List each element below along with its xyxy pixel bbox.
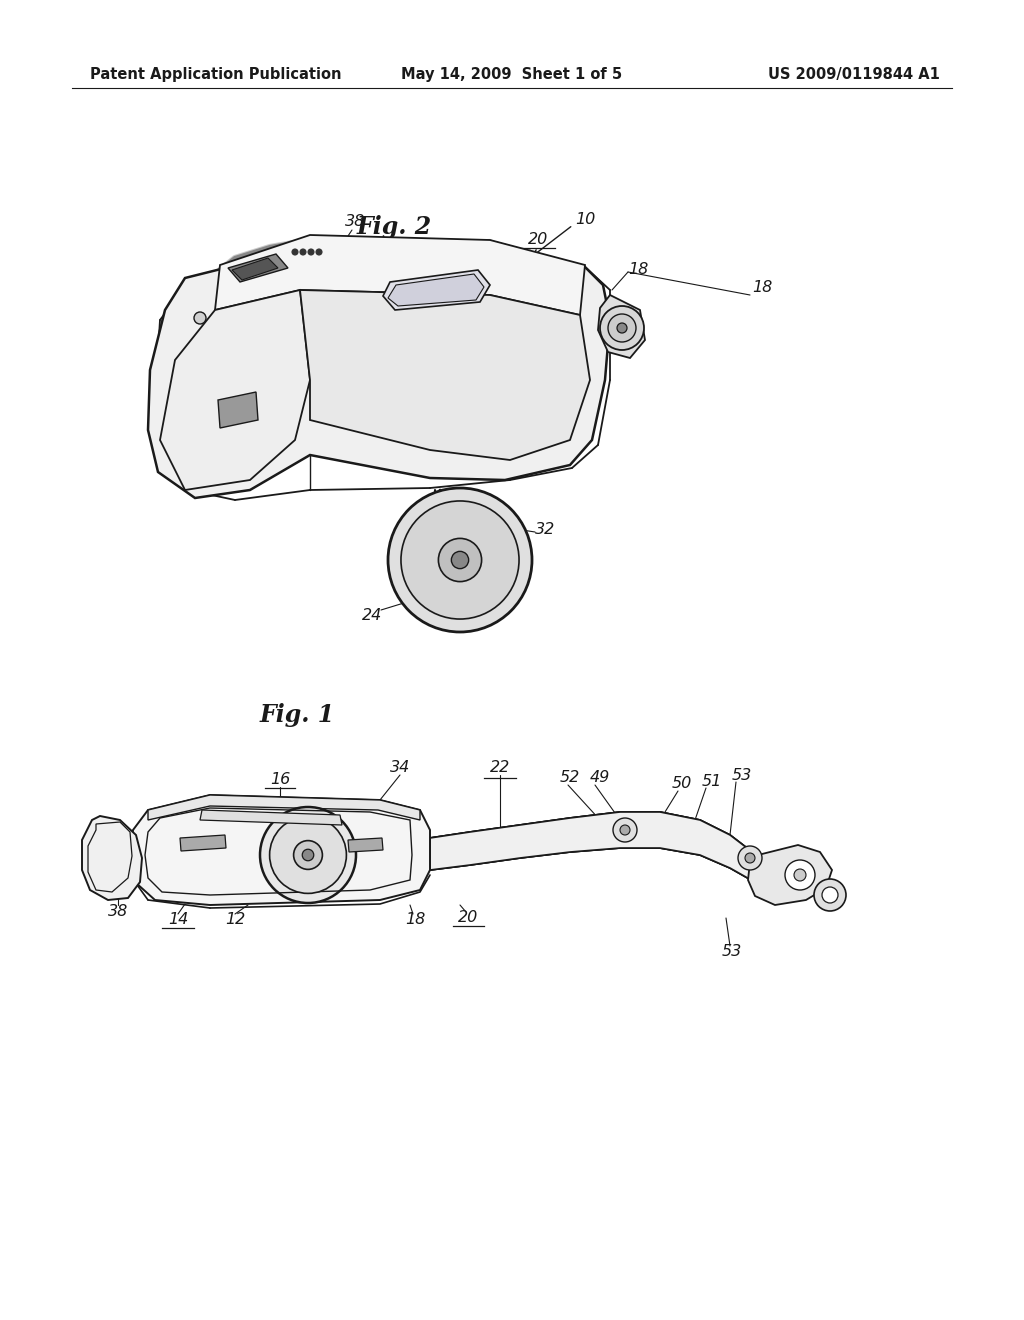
- Circle shape: [226, 265, 229, 268]
- Polygon shape: [82, 816, 142, 900]
- Polygon shape: [130, 795, 430, 906]
- Text: 46: 46: [158, 412, 178, 428]
- Text: 12: 12: [225, 912, 245, 928]
- Text: 10: 10: [574, 213, 595, 227]
- Text: 38: 38: [108, 904, 128, 920]
- Circle shape: [300, 249, 306, 255]
- Text: May 14, 2009  Sheet 1 of 5: May 14, 2009 Sheet 1 of 5: [401, 67, 623, 82]
- Circle shape: [302, 849, 313, 861]
- Circle shape: [476, 244, 479, 247]
- Circle shape: [294, 841, 323, 870]
- Circle shape: [814, 879, 846, 911]
- Circle shape: [403, 243, 407, 246]
- Polygon shape: [228, 253, 288, 282]
- Circle shape: [426, 244, 429, 247]
- Text: 50: 50: [672, 776, 692, 792]
- Text: 20: 20: [458, 911, 478, 925]
- Text: 18: 18: [404, 912, 425, 928]
- Circle shape: [613, 818, 637, 842]
- Text: Fig. 1: Fig. 1: [259, 704, 335, 727]
- Text: 49: 49: [590, 771, 610, 785]
- Circle shape: [451, 244, 454, 248]
- Text: 24: 24: [361, 607, 382, 623]
- Polygon shape: [215, 235, 585, 315]
- Polygon shape: [348, 838, 383, 851]
- Circle shape: [794, 869, 806, 880]
- Circle shape: [785, 861, 815, 890]
- Circle shape: [745, 853, 755, 863]
- Text: Patent Application Publication: Patent Application Publication: [90, 67, 341, 82]
- Circle shape: [620, 825, 630, 836]
- Text: 51: 51: [701, 775, 722, 789]
- Text: 18: 18: [752, 281, 772, 296]
- Circle shape: [346, 240, 349, 243]
- Circle shape: [292, 249, 298, 255]
- Circle shape: [369, 242, 372, 244]
- Text: 53: 53: [732, 767, 752, 783]
- Text: 53: 53: [722, 945, 742, 960]
- Text: US 2009/0119844 A1: US 2009/0119844 A1: [768, 67, 940, 82]
- Circle shape: [608, 314, 636, 342]
- Polygon shape: [430, 812, 780, 900]
- Circle shape: [822, 887, 838, 903]
- Text: 22: 22: [489, 760, 510, 776]
- Circle shape: [401, 502, 519, 619]
- Polygon shape: [748, 845, 831, 906]
- Polygon shape: [383, 271, 490, 310]
- Circle shape: [194, 312, 206, 323]
- Circle shape: [617, 323, 627, 333]
- Polygon shape: [148, 238, 610, 498]
- Text: 18: 18: [628, 263, 648, 277]
- Circle shape: [600, 306, 644, 350]
- Polygon shape: [218, 392, 258, 428]
- Text: 34: 34: [390, 760, 411, 776]
- Circle shape: [316, 249, 322, 255]
- Circle shape: [386, 242, 389, 246]
- Text: 38: 38: [345, 214, 366, 230]
- Circle shape: [318, 242, 322, 244]
- Text: 20: 20: [528, 232, 548, 248]
- Circle shape: [251, 253, 254, 257]
- Polygon shape: [160, 290, 310, 490]
- Text: 34: 34: [458, 590, 478, 606]
- Circle shape: [260, 807, 356, 903]
- Text: 32: 32: [535, 523, 555, 537]
- Circle shape: [308, 249, 314, 255]
- Text: 16: 16: [270, 772, 290, 788]
- Polygon shape: [148, 795, 420, 820]
- Polygon shape: [180, 836, 226, 851]
- Polygon shape: [232, 257, 278, 280]
- Polygon shape: [200, 810, 342, 825]
- Circle shape: [286, 246, 289, 248]
- Polygon shape: [300, 290, 590, 459]
- Polygon shape: [388, 275, 484, 306]
- Circle shape: [738, 846, 762, 870]
- Text: Fig. 2: Fig. 2: [356, 215, 432, 239]
- Text: 14: 14: [168, 912, 188, 928]
- Circle shape: [388, 488, 532, 632]
- Circle shape: [269, 817, 346, 894]
- Text: 52: 52: [560, 771, 581, 785]
- Circle shape: [452, 552, 469, 569]
- Polygon shape: [598, 294, 645, 358]
- Text: 12: 12: [218, 467, 239, 483]
- Circle shape: [438, 539, 481, 582]
